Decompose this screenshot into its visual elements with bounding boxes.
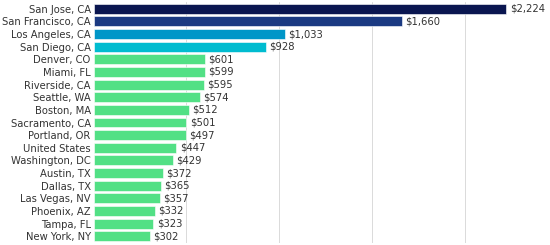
- Text: $1,660: $1,660: [405, 16, 440, 26]
- Text: $928: $928: [269, 42, 295, 52]
- Bar: [94, 231, 150, 241]
- Bar: [94, 168, 163, 178]
- Text: $357: $357: [163, 193, 189, 203]
- Bar: [94, 130, 186, 140]
- Text: $601: $601: [208, 54, 234, 64]
- Bar: [94, 118, 186, 127]
- Text: $365: $365: [164, 181, 190, 191]
- Bar: [94, 143, 177, 153]
- Text: $429: $429: [177, 155, 202, 165]
- Bar: [94, 42, 266, 52]
- Bar: [94, 105, 189, 115]
- Bar: [94, 4, 507, 14]
- Bar: [94, 156, 173, 165]
- Text: $1,033: $1,033: [289, 29, 323, 39]
- Text: $372: $372: [166, 168, 191, 178]
- Text: $302: $302: [153, 231, 178, 241]
- Text: $599: $599: [208, 67, 234, 77]
- Bar: [94, 16, 401, 26]
- Bar: [94, 80, 204, 89]
- Text: $332: $332: [158, 206, 184, 216]
- Bar: [94, 92, 200, 102]
- Bar: [94, 67, 205, 77]
- Bar: [94, 206, 155, 216]
- Bar: [94, 181, 161, 191]
- Text: $497: $497: [189, 130, 214, 140]
- Text: $2,224: $2,224: [510, 4, 544, 14]
- Text: $501: $501: [190, 118, 216, 127]
- Text: $574: $574: [204, 92, 229, 102]
- Text: $323: $323: [157, 219, 182, 229]
- Text: $512: $512: [192, 105, 217, 115]
- Text: $447: $447: [180, 143, 205, 153]
- Text: $595: $595: [207, 80, 233, 90]
- Bar: [94, 219, 153, 229]
- Bar: [94, 54, 205, 64]
- Bar: [94, 29, 285, 39]
- Bar: [94, 193, 160, 203]
